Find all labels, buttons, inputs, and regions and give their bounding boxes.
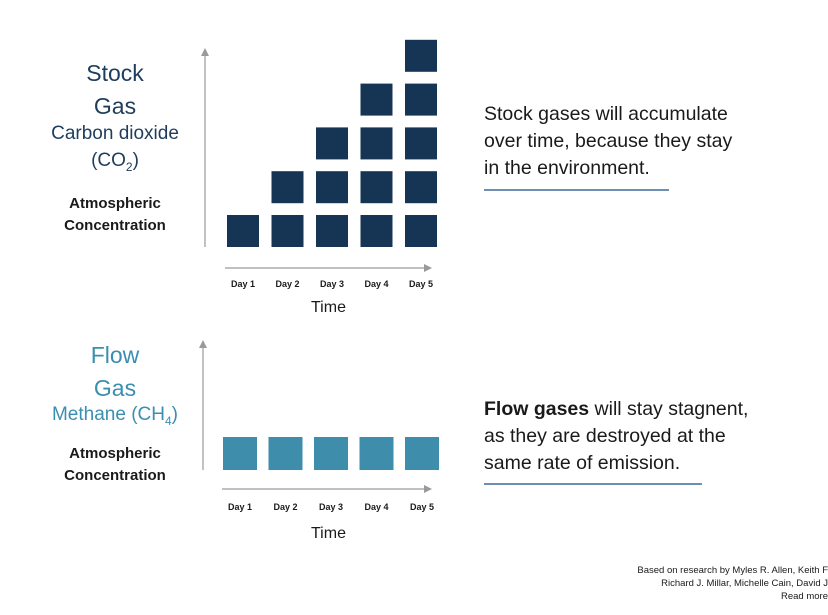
bar-block bbox=[360, 127, 393, 160]
flow-chart: Day 1 Day 2 Day 3 Day 4 Day 5 bbox=[199, 340, 439, 512]
bar-block bbox=[405, 83, 437, 116]
bar-block bbox=[359, 437, 394, 470]
x-tick-label: Day 5 bbox=[409, 279, 433, 289]
bar-block bbox=[227, 215, 259, 247]
x-tick-label: Day 1 bbox=[228, 502, 252, 512]
x-tick-label: Day 3 bbox=[320, 279, 344, 289]
flow-title: Flow bbox=[90, 342, 140, 368]
x-axis-arrow bbox=[424, 264, 432, 272]
flow-description: Flow gases will stay stagnent, as they a… bbox=[484, 398, 749, 474]
bar-block bbox=[405, 39, 437, 72]
bar-block bbox=[316, 215, 348, 247]
bar-block bbox=[314, 437, 348, 470]
footer-credit: Based on research by Myles R. Allen, Kei… bbox=[637, 565, 828, 602]
stock-gas-label: Gas bbox=[93, 93, 137, 119]
stock-formula: (CO2) bbox=[91, 150, 139, 174]
stock-y-axis-label: Atmospheric Concentration bbox=[64, 195, 166, 234]
flow-x-axis-label: Time bbox=[311, 525, 346, 542]
stock-title: Stock bbox=[86, 60, 144, 86]
bar-block bbox=[271, 215, 304, 247]
x-tick-label: Day 2 bbox=[275, 279, 299, 289]
bar-block bbox=[223, 437, 257, 470]
x-tick-label: Day 2 bbox=[273, 502, 297, 512]
stock-chart: Day 1 Day 2 Day 3 Day 4 Day 5 bbox=[201, 39, 437, 289]
bar-block bbox=[405, 127, 437, 160]
stock-x-axis-label: Time bbox=[311, 299, 346, 316]
flow-gas-label: Gas bbox=[93, 375, 137, 401]
bar-block bbox=[360, 215, 393, 247]
stock-description: Stock gases will accumulate over time, b… bbox=[484, 103, 733, 179]
x-tick-label: Day 5 bbox=[410, 502, 434, 512]
bar-block bbox=[405, 171, 437, 204]
bar-block bbox=[316, 171, 348, 204]
x-axis-arrow bbox=[424, 485, 432, 493]
bar-block bbox=[316, 127, 348, 160]
bar-block bbox=[360, 171, 393, 204]
x-tick-label: Day 4 bbox=[364, 502, 388, 512]
bar-block bbox=[405, 215, 437, 247]
bar-block bbox=[405, 437, 439, 470]
flow-underline bbox=[484, 483, 702, 485]
stock-underline bbox=[484, 189, 669, 191]
y-axis-arrow bbox=[199, 340, 207, 348]
x-tick-label: Day 4 bbox=[364, 279, 388, 289]
bar-block bbox=[360, 83, 393, 116]
y-axis-arrow bbox=[201, 48, 209, 56]
flow-subtitle: Methane (CH4) bbox=[51, 404, 178, 428]
stock-subtitle: Carbon dioxide bbox=[51, 123, 179, 144]
x-tick-label: Day 3 bbox=[319, 502, 343, 512]
x-tick-label: Day 1 bbox=[231, 279, 255, 289]
bar-block bbox=[268, 437, 303, 470]
flow-y-axis-label: Atmospheric Concentration bbox=[64, 445, 166, 484]
bar-block bbox=[271, 171, 304, 204]
